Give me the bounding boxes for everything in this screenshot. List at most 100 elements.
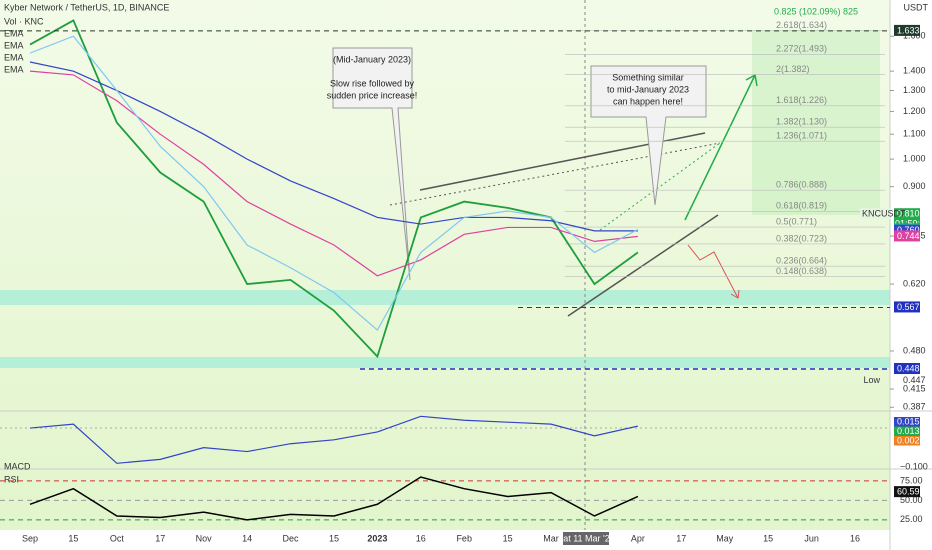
x-tick-label: 15 — [763, 533, 773, 543]
x-tick-label: 2023 — [367, 533, 387, 543]
crosshair-tag — [563, 532, 609, 545]
y-tick-label: 0.900 — [903, 181, 926, 191]
x-tick-label: Nov — [196, 533, 213, 543]
price-tag-label: 0.760 — [897, 225, 920, 235]
price-line — [29, 19, 639, 359]
x-tick-label: Apr — [631, 533, 645, 543]
crosshair-label: Sat 11 Mar '23 — [557, 533, 615, 543]
macd-tag — [894, 417, 920, 427]
x-tick-label: Mar — [543, 533, 559, 543]
symbol-tag — [860, 208, 890, 220]
support-zone — [0, 290, 890, 305]
support-zone — [0, 357, 890, 368]
price-tag-label: 0.567 — [897, 302, 920, 312]
arrow-head — [745, 73, 758, 87]
symbol-label: KNCUSDT — [862, 209, 906, 219]
fib-label: 2.272(1.493) — [776, 44, 827, 54]
annotation: Something similar — [612, 72, 684, 82]
price-tag — [894, 363, 920, 375]
legend-entry: EMA — [4, 28, 24, 38]
trendline — [567, 214, 719, 317]
measure-box — [752, 30, 880, 215]
y-tick-label: 1.200 — [903, 106, 926, 116]
x-tick-label: 15 — [503, 533, 513, 543]
rsi-line — [29, 476, 639, 521]
rsi-tick-label: 75.00 — [900, 475, 923, 485]
callout — [332, 47, 413, 281]
fib-label: 0.236(0.664) — [776, 256, 827, 266]
legend-entry: EMA — [4, 52, 24, 62]
ema-line — [29, 70, 638, 277]
annotation: sudden price increase! — [327, 90, 418, 100]
fib-label: 1.236(1.071) — [776, 131, 827, 141]
x-tick-label: 17 — [676, 533, 686, 543]
fib-label: 0.5(0.771) — [776, 216, 817, 226]
fib-label: 0.618(0.819) — [776, 201, 827, 211]
rsi-tick-label: 50.00 — [900, 495, 923, 505]
up-arrow — [684, 74, 756, 221]
x-tick-label: 17 — [155, 533, 165, 543]
y-tick-label: 0.480 — [903, 345, 926, 355]
macd-tag-label: 0.013 — [897, 426, 920, 436]
y-tick-label: 0.387 — [903, 402, 926, 412]
y-tick-label: 1.300 — [903, 85, 926, 95]
rsi-label: RSI — [4, 474, 19, 484]
y-tick-label: 0.415 — [903, 383, 926, 393]
y-tick-label: 1.400 — [903, 66, 926, 76]
macd-tag — [894, 426, 920, 436]
x-tick-label: Oct — [110, 533, 125, 543]
x-tick-label: Feb — [456, 533, 472, 543]
x-tick-label: Sep — [22, 533, 38, 543]
rsi-tag-label: 60.59 — [897, 487, 920, 497]
macd-tag-label: 0.015 — [897, 416, 920, 426]
measure-label: 0.825 (102.09%) 825 — [774, 6, 858, 16]
legend-entry: Vol · KNC — [4, 16, 44, 26]
rsi-tick-label: 25.00 — [900, 514, 923, 524]
fib-label: 0.786(0.888) — [776, 180, 827, 190]
ema-line — [29, 35, 639, 331]
x-tick-label: 16 — [416, 533, 426, 543]
y-tick-label: 0.620 — [903, 278, 926, 288]
ema-line — [29, 61, 638, 232]
x-tick-label: Jun — [804, 533, 819, 543]
annotation: can happen here! — [613, 96, 683, 106]
fib-label: 0.382(0.723) — [776, 233, 827, 243]
low-value: 0.447 — [903, 375, 926, 385]
annotation: to mid-January 2023 — [607, 84, 689, 94]
price-tag-label: 0.448 — [897, 363, 920, 373]
annotation: (Mid-January 2023) — [333, 54, 411, 64]
x-tick-label: May — [716, 533, 734, 543]
x-tick-label: Dec — [283, 533, 300, 543]
plot-background — [0, 0, 890, 530]
y-tick-label: 1.100 — [903, 129, 926, 139]
macd-tag — [894, 436, 920, 446]
rsi-tag — [894, 486, 920, 498]
macd-line — [29, 415, 639, 464]
trendline — [389, 142, 721, 206]
price-tag — [894, 230, 920, 242]
x-tick-label: 15 — [68, 533, 78, 543]
fib-label: 1.618(1.226) — [776, 95, 827, 105]
macd-tick-label: −0.100 — [900, 462, 928, 472]
legend-entry: EMA — [4, 64, 24, 74]
y-tick-label: 1.000 — [903, 153, 926, 163]
price-tag — [894, 224, 920, 236]
chart-title: Kyber Network / TetherUS, 1D, BINANCE — [4, 2, 169, 12]
x-tick-label: 16 — [850, 533, 860, 543]
arrow-head — [730, 289, 740, 299]
price-tag-label: 0.744 — [897, 231, 920, 241]
x-tick-label: 14 — [242, 533, 252, 543]
price-tag — [894, 301, 920, 313]
fib-label: 0.148(0.638) — [776, 266, 827, 276]
macd-label: MACD — [4, 461, 31, 471]
price-tag-label: 1.633 — [897, 25, 920, 35]
fib-label: 1.382(1.130) — [776, 117, 827, 127]
down-arrow — [687, 244, 739, 299]
x-tick-label: 15 — [329, 533, 339, 543]
fib-label: 2.618(1.634) — [776, 20, 827, 30]
fib-label: 2(1.382) — [776, 64, 810, 74]
low-label: Low — [863, 375, 880, 385]
currency: USDT — [904, 2, 929, 12]
macd-tag-label: 0.002 — [897, 435, 920, 445]
